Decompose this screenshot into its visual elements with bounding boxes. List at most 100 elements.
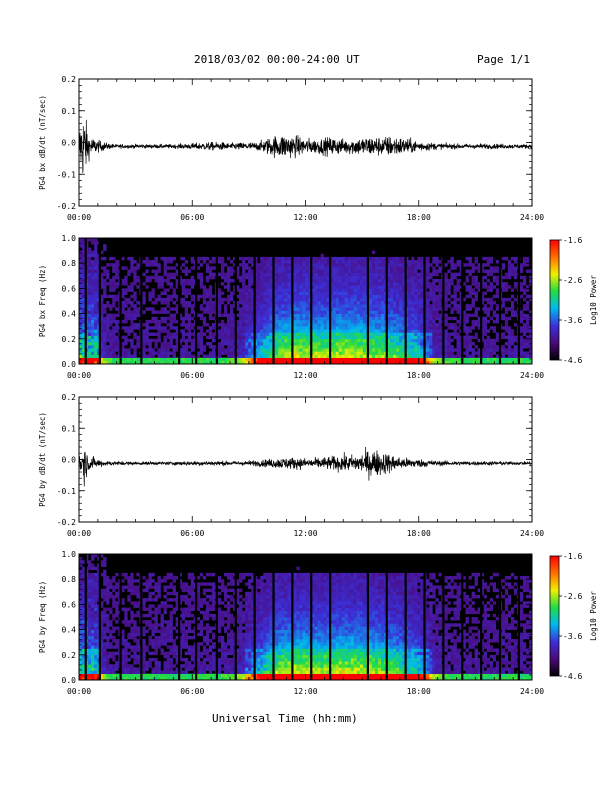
bx-spectrogram-cell	[91, 282, 95, 286]
bx-spectrogram-cell	[444, 291, 448, 295]
bx-spectrogram-cell	[145, 278, 149, 283]
bx-spectrogram-cell	[181, 335, 185, 340]
bx-spectrogram-cell	[178, 351, 182, 355]
bx-spectrogram-cell	[269, 335, 273, 340]
bx-spectrogram-cell	[163, 338, 167, 343]
bx-spectrogram-cell	[223, 304, 228, 308]
bx-spectrogram-cell	[426, 316, 430, 321]
bx-spectrogram-cell	[353, 307, 358, 311]
by-spectrogram-cell	[79, 673, 83, 678]
bx-spectrogram-cell	[154, 269, 158, 273]
bx-spectrogram-cell	[305, 285, 309, 289]
bx-spectrogram-cell	[444, 329, 448, 333]
by-spectrogram-cell	[88, 639, 92, 643]
bx-spectrogram-cell	[169, 345, 173, 349]
bx-spectrogram-cell	[175, 263, 179, 267]
bx-spectrogram-cell	[311, 341, 315, 346]
bx-spectrogram-cell	[184, 310, 189, 314]
bx-spectrogram-cell	[79, 319, 83, 324]
bx-spectrogram-cell	[211, 338, 216, 343]
by-spectrogram-cell	[100, 676, 104, 681]
bx-spectrogram-cell	[359, 282, 364, 286]
bx-spectrogram-cell	[239, 329, 243, 333]
bx-spectrogram-cell	[405, 326, 409, 330]
bx-spectrogram-cell	[226, 329, 231, 333]
bx-spectrogram-cell	[299, 326, 303, 330]
by-spectrogram-cell	[94, 629, 98, 634]
by-spectrogram-cell	[82, 591, 86, 596]
bx-spectrogram-cell	[166, 297, 170, 302]
bx-spectrogram-cell	[432, 282, 436, 286]
bx-spectrogram-cell	[103, 307, 107, 311]
bx-spectrogram-cell	[245, 288, 249, 292]
bx-spectrogram-cell	[142, 310, 146, 314]
bx-spectrogram-cell	[414, 275, 418, 280]
bx-spectrogram-cell	[456, 288, 460, 292]
bx-spectrogram-cell	[91, 278, 95, 283]
bx-spectrogram-cell	[82, 278, 86, 283]
bx-spectrogram-cell	[148, 263, 152, 267]
bx-spectrogram-cell	[211, 256, 216, 261]
bx-spectrogram-cell	[528, 348, 533, 352]
bx-spectrogram-cell	[181, 360, 185, 365]
bx-spectrogram-cell	[178, 282, 182, 286]
page-indicator: Page 1/1	[477, 53, 530, 66]
bx-spectrogram-cell	[293, 354, 297, 358]
bx-spectrogram-cell	[157, 360, 161, 365]
bx-spectrogram-cell	[371, 288, 376, 292]
bx-waveform-xtick-label: 06:00	[180, 213, 204, 222]
bx-spectrogram-cell	[199, 345, 204, 349]
bx-spectrogram-cell	[196, 345, 201, 349]
bx-spectrogram-cell	[257, 332, 261, 336]
bx-spectrogram-cell	[323, 275, 327, 280]
bx-spectrogram-cell	[390, 326, 394, 330]
bx-spectrogram-cell	[314, 304, 318, 308]
bx-spectrogram-cell	[314, 345, 318, 349]
bx-spectrogram-cell	[417, 291, 421, 295]
bx-spectrogram-cell	[338, 297, 343, 302]
bx-spectrogram-cell	[127, 332, 131, 336]
bx-spectrogram-cell	[320, 341, 324, 346]
bx-spectrogram-cell	[199, 360, 204, 365]
bx-spectrogram-cell	[133, 335, 137, 340]
bx-spectrogram-cell	[211, 260, 216, 264]
bx-spectrogram-cell	[220, 269, 225, 273]
bx-spectrogram-cell	[522, 307, 527, 311]
bx-spectrogram-cell	[438, 354, 442, 358]
bx-spectrogram-cell	[266, 266, 270, 270]
bx-spectrogram-cell	[399, 351, 403, 355]
bx-spectrogram-cell	[528, 329, 533, 333]
bx-spectrogram-cell	[414, 291, 418, 295]
bx-spectrogram-cell	[91, 323, 95, 327]
bx-spectrogram-cell	[245, 360, 249, 365]
bx-spectrogram-cell	[377, 316, 382, 321]
bx-spectrogram-cell	[91, 291, 95, 295]
bx-spectrogram-cell	[112, 348, 116, 352]
bx-spectrogram-cell	[402, 316, 406, 321]
bx-spectrogram-cell	[426, 291, 430, 295]
bx-spectrogram-cell	[220, 272, 225, 277]
bx-spectrogram-cell	[278, 316, 282, 321]
bx-spectrogram-cell	[362, 272, 367, 277]
bx-spectrogram-cell	[175, 319, 179, 324]
bx-spectrogram-cell	[495, 282, 500, 286]
bx-spectrogram-cell	[245, 307, 249, 311]
bx-spectrogram-cell	[236, 348, 240, 352]
by-spectrogram-cell	[94, 566, 98, 571]
bx-spectrogram-cell	[145, 275, 149, 280]
bx-spectrogram-cell	[329, 326, 333, 330]
bx-spectrogram-cell	[269, 275, 273, 280]
bx-spectrogram-cell	[350, 335, 355, 340]
bx-spectrogram-cell	[341, 282, 346, 286]
bx-spectrogram-cell	[399, 345, 403, 349]
bx-spectrogram-cell	[296, 329, 300, 333]
bx-spectrogram-cell	[399, 326, 403, 330]
bx-spectrogram-cell	[302, 288, 306, 292]
bx-spectrogram-cell	[284, 307, 288, 311]
bx-spectrogram-cell	[393, 326, 397, 330]
bx-spectrogram-cell	[148, 351, 152, 355]
bx-spectrogram-cell	[341, 294, 346, 299]
bx-spectrogram-cell	[199, 316, 204, 321]
bx-spectrogram-cell	[269, 297, 273, 302]
bx-spectrogram-cell	[202, 323, 207, 327]
